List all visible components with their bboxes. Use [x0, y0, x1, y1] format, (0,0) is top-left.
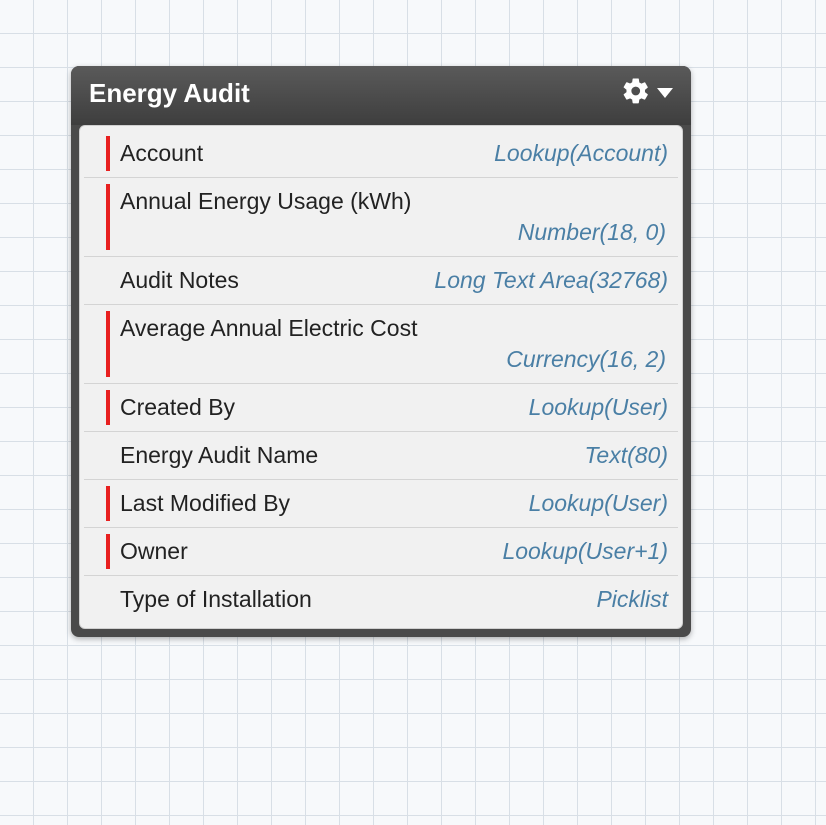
field-label: Owner: [112, 538, 502, 565]
gear-icon[interactable]: [621, 76, 651, 111]
field-type: Lookup(Account): [494, 140, 668, 167]
required-indicator: [106, 311, 110, 377]
field-label: Account: [112, 140, 494, 167]
panel-title: Energy Audit: [89, 78, 250, 109]
object-panel: Energy Audit AccountLookup(Account)Annua…: [71, 66, 691, 637]
field-type: Number(18, 0): [112, 219, 668, 246]
required-indicator: [106, 390, 110, 425]
field-row[interactable]: OwnerLookup(User+1): [84, 528, 678, 576]
field-row[interactable]: Audit NotesLong Text Area(32768): [84, 257, 678, 305]
field-type: Lookup(User): [529, 490, 668, 517]
field-row[interactable]: Energy Audit NameText(80): [84, 432, 678, 480]
field-label: Energy Audit Name: [112, 442, 584, 469]
field-row[interactable]: Average Annual Electric Cost Currency(16,…: [84, 305, 678, 384]
required-indicator: [106, 136, 110, 171]
field-row[interactable]: AccountLookup(Account): [84, 130, 678, 178]
panel-body: AccountLookup(Account)Annual Energy Usag…: [79, 125, 683, 629]
field-label: Type of Installation: [112, 586, 596, 613]
field-row[interactable]: Created ByLookup(User): [84, 384, 678, 432]
required-indicator: [106, 184, 110, 250]
header-controls: [621, 76, 673, 111]
chevron-down-icon[interactable]: [657, 85, 673, 103]
field-label: Annual Energy Usage (kWh): [112, 188, 668, 215]
field-row[interactable]: Annual Energy Usage (kWh) Number(18, 0): [84, 178, 678, 257]
field-row[interactable]: Last Modified ByLookup(User): [84, 480, 678, 528]
panel-header[interactable]: Energy Audit: [71, 66, 691, 125]
required-indicator: [106, 486, 110, 521]
field-type: Lookup(User): [529, 394, 668, 421]
field-label: Audit Notes: [112, 267, 434, 294]
field-label: Last Modified By: [112, 490, 529, 517]
field-type: Long Text Area(32768): [434, 267, 668, 294]
field-type: Picklist: [596, 586, 668, 613]
field-type: Text(80): [584, 442, 668, 469]
field-type: Currency(16, 2): [112, 346, 668, 373]
required-indicator: [106, 534, 110, 569]
field-label: Average Annual Electric Cost: [112, 315, 668, 342]
field-label: Created By: [112, 394, 529, 421]
field-type: Lookup(User+1): [502, 538, 668, 565]
field-row[interactable]: Type of InstallationPicklist: [84, 576, 678, 624]
